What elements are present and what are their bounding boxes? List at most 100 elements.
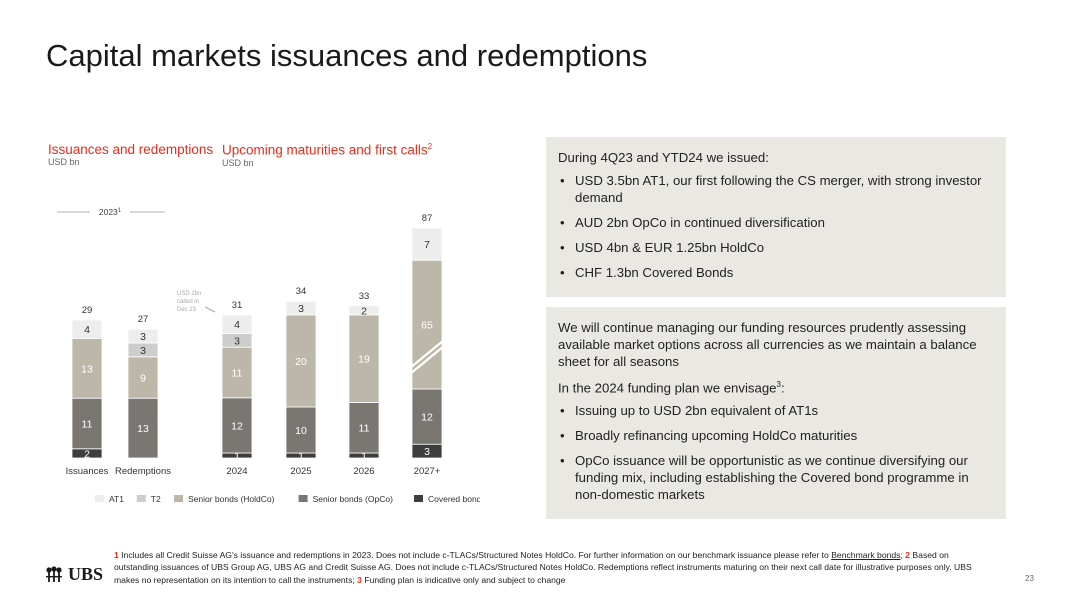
legend-swatch (136, 495, 146, 502)
box2-intro: In the 2024 funding plan we envisage (558, 380, 777, 396)
bar-total-label: 29 (82, 305, 93, 316)
bar-value-label: 65 (421, 320, 433, 332)
group-label-sup: 1 (118, 208, 122, 214)
category-label: 2026 (353, 466, 374, 477)
legend-label: Senior bonds (HoldCo) (188, 494, 275, 504)
call-annotation: USD 2bn called in Dec 23 (177, 291, 201, 313)
legend-label: T2 (151, 494, 161, 504)
bar-value-label: 13 (137, 423, 149, 435)
bar-value-label: 2 (361, 305, 367, 317)
right-panel-header: Upcoming maturities and first calls2 USD… (222, 142, 432, 168)
right-panel-unit: USD bn (222, 157, 254, 168)
bar-segment (127, 328, 159, 344)
bar-total-label: 31 (232, 300, 243, 311)
axis-break-mark (409, 345, 445, 375)
box1-bullet: USD 3.5bn AT1, our first following the C… (558, 172, 992, 206)
bar-value-label: 3 (140, 331, 146, 343)
bar-value-label: 19 (358, 354, 370, 366)
bar-segment (285, 300, 317, 316)
bar-value-label: 2 (84, 448, 90, 460)
category-label: 2027+ (414, 466, 441, 477)
bar-value-label: 7 (424, 239, 430, 251)
ubs-logo: UBS (44, 564, 103, 585)
box2-bullet: Issuing up to USD 2bn equivalent of AT1s (558, 402, 992, 419)
footnote-text: Funding plan is indicative only and subj… (361, 574, 566, 585)
category-label: 2024 (226, 466, 247, 477)
bar-value-label: 12 (421, 412, 433, 424)
bar-value-label: 12 (231, 420, 243, 432)
axis-break-mark (409, 339, 445, 369)
bar-segment (127, 397, 159, 459)
legend-swatch (414, 495, 423, 502)
annotation-line: USD 2bn (177, 291, 201, 297)
box1-bullet: USD 4bn & EUR 1.25bn HoldCo (558, 239, 992, 256)
category-label: Issuances (66, 466, 109, 477)
left-panel-unit: USD bn (48, 157, 80, 167)
left-panel-title: Issuances and redemptions (48, 142, 214, 157)
annotation-line: called in (177, 299, 199, 305)
category-label: 2025 (290, 466, 311, 477)
page-title: Capital markets issuances and redemption… (46, 38, 648, 73)
right-panel-title-wrap: Upcoming maturities and first calls2 (222, 142, 432, 158)
box1-bullet: CHF 1.3bn Covered Bonds (558, 264, 992, 281)
bar-total-label: 27 (138, 314, 149, 325)
annotation-line: Dec 23 (177, 307, 197, 313)
bar-segment (411, 227, 443, 261)
footnote-number: 1 (114, 550, 119, 560)
footnotes: 1 Includes all Credit Suisse AG's issuan… (114, 549, 994, 586)
bar-value-label: 13 (81, 363, 93, 375)
box2-intro-sup: 3 (776, 380, 781, 389)
left-panel-header: Issuances and redemptions USD bn (48, 142, 213, 167)
box2-intro-end: : (780, 380, 785, 396)
bar-value-label: 1 (361, 451, 367, 463)
bar-value-label: 11 (82, 419, 93, 431)
footnote-text: Based on outstanding issuances of UBS Gr… (114, 550, 972, 585)
bar-segment (71, 319, 103, 339)
footnote-text: ; (900, 550, 906, 560)
bar-value-label: 20 (295, 356, 307, 368)
issued-summary-box: During 4Q23 and YTD24 we issued: USD 3.5… (546, 137, 1006, 297)
bar-segment (348, 305, 380, 316)
logo-text: UBS (68, 564, 104, 584)
bar-value-label: 3 (298, 303, 304, 315)
footnote-text: Includes all Credit Suisse AG's issuance… (118, 550, 832, 560)
bar-value-label: 4 (234, 319, 240, 331)
legend-swatch (174, 495, 183, 502)
legend-label: AT1 (109, 494, 124, 504)
bar-value-label: 1 (234, 451, 240, 463)
box1-bullet: AUD 2bn OpCo in continued diversificatio… (558, 214, 992, 231)
box1-intro: During 4Q23 and YTD24 we issued: (558, 150, 769, 165)
group-label: 20231 (99, 207, 122, 217)
bar-value-label: 11 (232, 368, 243, 380)
box2-bullet: OpCo issuance will be opportunistic as w… (558, 452, 992, 503)
bar-total-label: 33 (359, 291, 370, 302)
bar-segment (221, 314, 253, 334)
bar-segment (221, 346, 253, 399)
bar-segment (285, 314, 317, 408)
legend-swatch (95, 495, 104, 502)
box2-bullets: Issuing up to USD 2bn equivalent of AT1s… (558, 402, 992, 503)
bar-segment (348, 314, 380, 403)
annotation-arrow (204, 306, 216, 313)
box2-bullet: Broadly refinancing upcoming HoldCo matu… (558, 427, 992, 444)
bar-segment (221, 397, 253, 454)
right-panel-title-sup: 2 (427, 142, 433, 151)
bar-value-label: 3 (140, 345, 146, 357)
bar-value-label: 11 (359, 423, 370, 435)
footnote-number: 3 (357, 574, 362, 585)
funding-plan-box: We will continue managing our funding re… (546, 307, 1006, 519)
bar-segment (71, 397, 103, 450)
legend-label: Senior bonds (OpCo) (313, 494, 393, 504)
box2-intro-wrap: In the 2024 funding plan we envisage3: (558, 376, 992, 396)
page-number: 23 (1025, 574, 1034, 583)
bar-value-label: 4 (84, 324, 90, 336)
keys-logo-icon (46, 565, 62, 582)
box2-paragraph: We will continue managing our funding re… (558, 320, 977, 369)
footnote-number: 2 (905, 550, 911, 560)
benchmark-bonds-link[interactable]: Benchmark bonds (831, 550, 901, 560)
bar-segment (71, 337, 103, 399)
bar-segment (411, 388, 443, 445)
legend-label: Covered bonds (428, 494, 480, 504)
bar-value-label: 10 (295, 425, 307, 437)
right-panel-title: Upcoming maturities and first calls (222, 142, 428, 158)
